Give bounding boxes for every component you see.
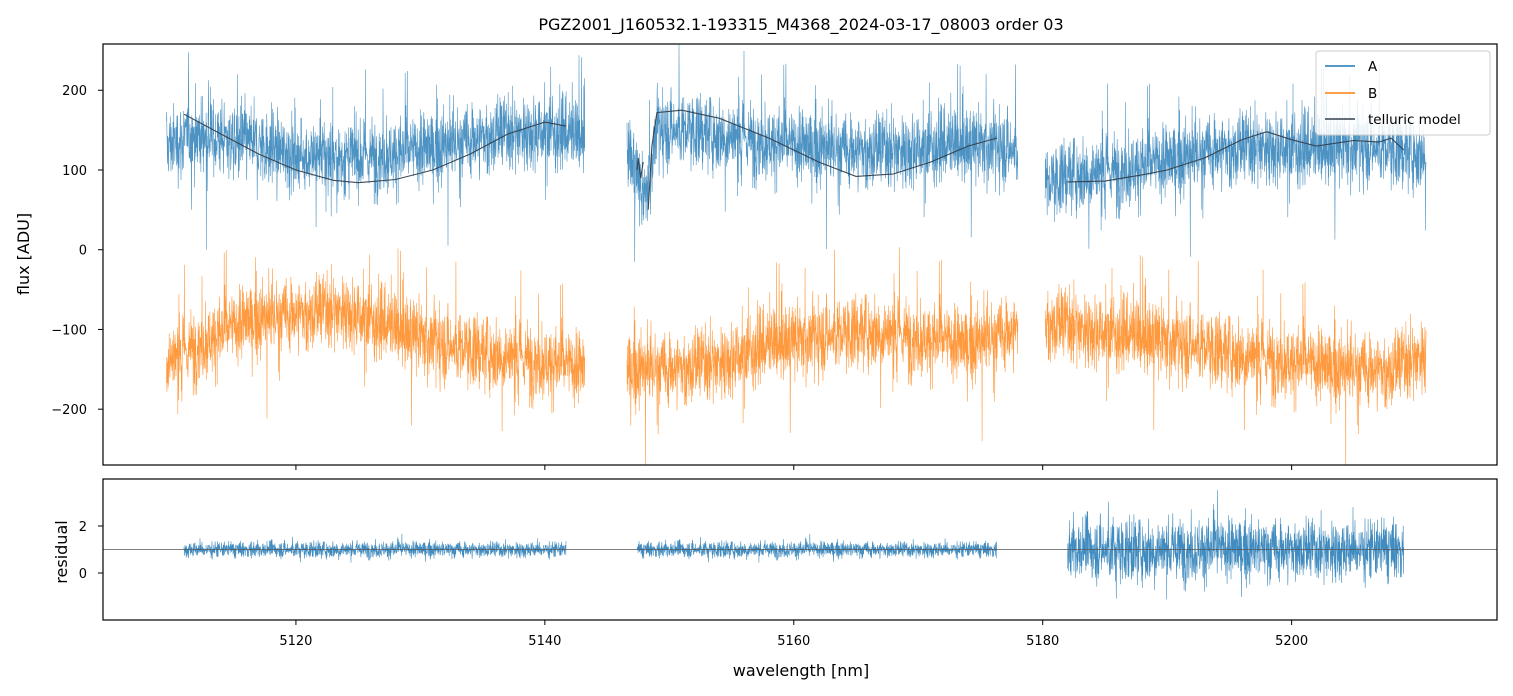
series-b-segment-2 [1044, 255, 1427, 465]
residual-y-tick-label-0: 2 [79, 520, 87, 535]
flux-y-axis-label: flux [ADU] [14, 213, 33, 295]
x-tick-label-2: 5160 [777, 634, 810, 649]
series-a-segment-1 [626, 44, 1019, 262]
legend-label-b: B [1368, 86, 1377, 102]
series-residual-segment-2 [1067, 489, 1404, 600]
flux-y-tick-label-0: 200 [62, 84, 87, 99]
flux-y-tick-label-2: 0 [79, 244, 87, 259]
series-telluric-model-segment-0 [183, 113, 567, 184]
x-tick-label-3: 5180 [1026, 634, 1059, 649]
residual-y-tick-label-1: 0 [79, 567, 87, 582]
legend-box [1315, 50, 1491, 136]
residual-plot: 2 0 5120 5140 5160 5180 5200 residual wavelen… [52, 478, 1498, 680]
x-tick-label-0: 5120 [279, 634, 312, 649]
x-tick-label-1: 5140 [528, 634, 561, 649]
legend-label-telluric: telluric model [1368, 112, 1461, 128]
x-tick-label-4: 5200 [1275, 634, 1308, 649]
legend: A B telluric model [1315, 50, 1491, 136]
residual-plot-frame [102, 478, 1498, 621]
x-axis-label: wavelength [nm] [733, 661, 870, 680]
legend-label-a: A [1368, 59, 1378, 75]
series-telluric-model-segment-2 [647, 109, 997, 210]
series-b-segment-1 [626, 247, 1019, 465]
flux-y-tick-label-1: 100 [62, 164, 87, 179]
flux-y-tick-label-4: −200 [51, 403, 87, 418]
series-telluric-model-segment-1 [636, 157, 644, 179]
flux-plot-frame [102, 43, 1498, 466]
series-residual-segment-1 [636, 533, 997, 563]
series-telluric-model-segment-3 [1067, 131, 1405, 183]
series-a-segment-0 [166, 52, 585, 250]
residual-y-axis-label: residual [52, 520, 71, 583]
flux-y-tick-label-3: −100 [51, 323, 87, 338]
series-b-segment-0 [166, 248, 585, 432]
flux-plot: 200 100 0 −100 −200 flux [ADU] [14, 43, 1498, 470]
series-a-segment-2 [1044, 62, 1427, 257]
chart-title: PGZ2001_J160532.1-193315_M4368_2024-03-1… [538, 15, 1063, 35]
series-residual-segment-0 [183, 533, 567, 563]
